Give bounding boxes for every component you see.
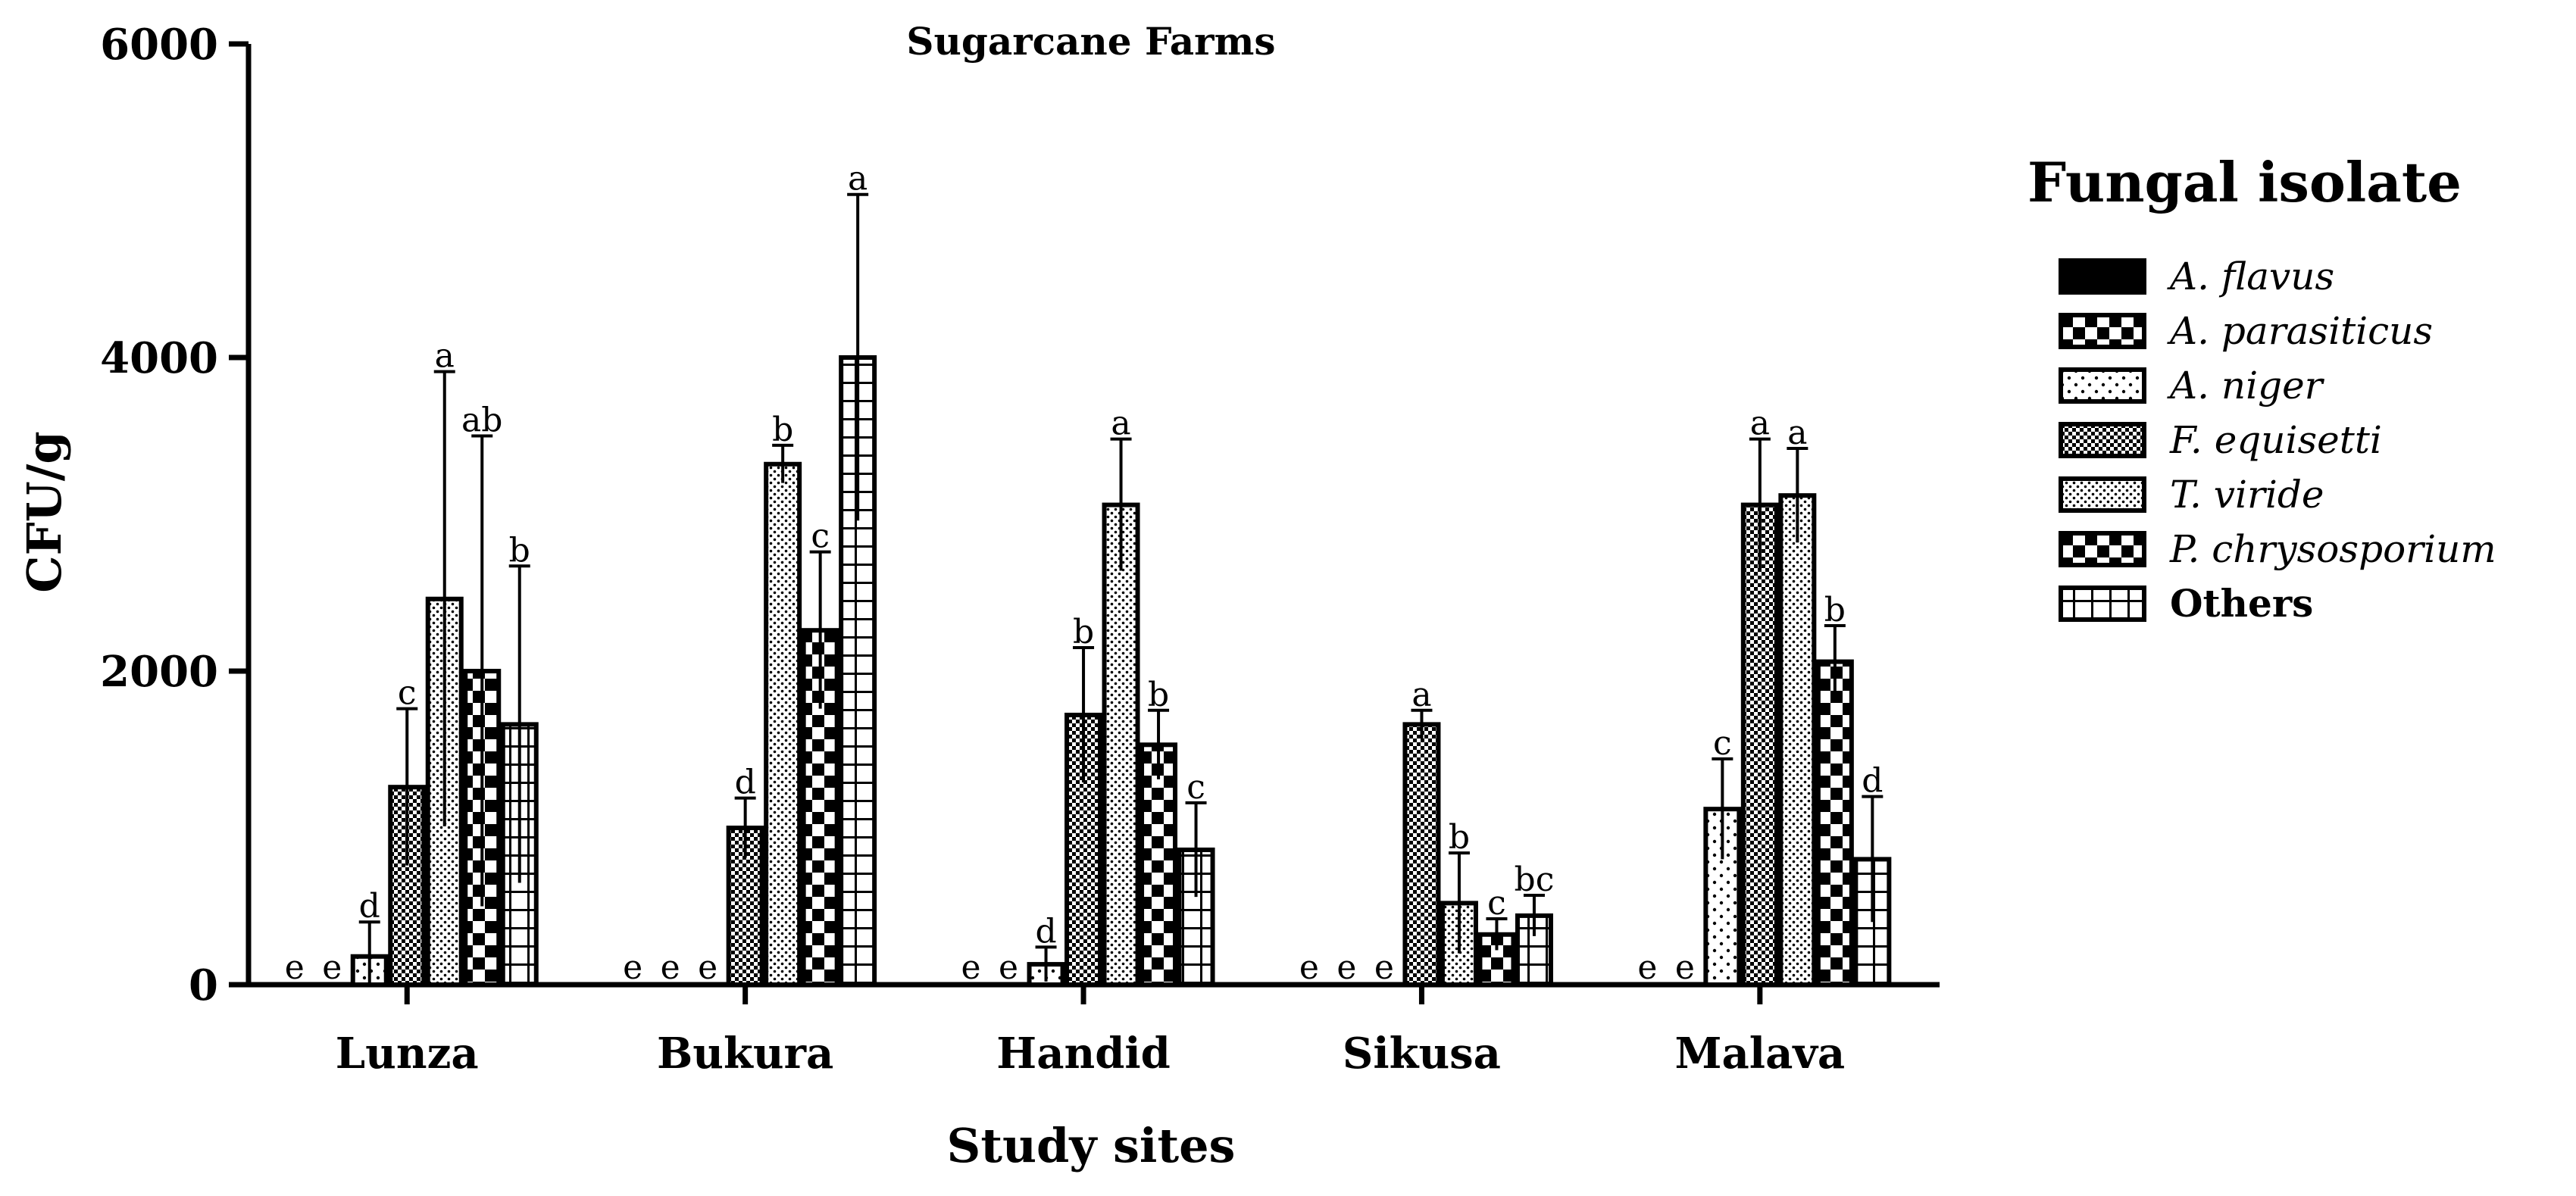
legend-label-a-flavus: A. flavus xyxy=(2167,255,2334,298)
significance-label: e xyxy=(698,948,717,987)
legend-swatch-f-equisetti xyxy=(2059,422,2146,458)
legend-label-t-viride: T. viride xyxy=(2170,473,2324,517)
legend-label-p-chrysosporium: P. chrysosporium xyxy=(2169,527,2496,571)
significance-label: b xyxy=(509,531,530,570)
bar-t-viride-bukura xyxy=(764,461,802,987)
significance-label: e xyxy=(961,948,981,987)
bar-p-chrysosporium-handid xyxy=(1140,742,1178,987)
legend: Fungal isolate A. flavus A. parasiticus A.… xyxy=(2027,150,2496,626)
x-tick-label: Malava xyxy=(1675,1029,1846,1079)
significance-label: c xyxy=(811,517,830,556)
x-tick-label: Bukura xyxy=(657,1029,833,1079)
significance-label: e xyxy=(1374,948,1394,987)
y-tick-label: 0 xyxy=(189,960,218,1010)
y-axis: 0 2000 4000 6000 xyxy=(100,20,252,1010)
y-tick-label: 2000 xyxy=(100,647,218,697)
significance-label: b xyxy=(1449,818,1470,857)
significance-label: d xyxy=(1035,912,1056,951)
bar-f-equisetti-malava xyxy=(1740,502,1779,987)
y-tick-label: 4000 xyxy=(100,333,218,383)
bar-t-viride-malava xyxy=(1778,493,1817,987)
legend-label-f-equisetti: F. equisetti xyxy=(2169,418,2382,462)
legend-label-a-parasiticus: A. parasiticus xyxy=(2167,309,2433,353)
significance-label: e xyxy=(1675,948,1695,987)
significance-label: a xyxy=(1111,404,1130,443)
x-axis: Lunza Bukura Handid Sikusa Malava xyxy=(246,982,1940,1079)
x-axis-title: Study sites xyxy=(947,1118,1236,1173)
significance-label: b xyxy=(772,411,793,449)
significance-label: a xyxy=(848,160,868,198)
chart-title: Sugarcane Farms xyxy=(906,19,1275,64)
x-tick-label: Handid xyxy=(996,1029,1171,1079)
significance-label: b xyxy=(1148,676,1169,714)
significance-label: e xyxy=(623,948,642,987)
significance-label: e xyxy=(322,948,342,987)
significance-label: e xyxy=(999,948,1018,987)
y-tick-label: 6000 xyxy=(100,20,218,70)
legend-title: Fungal isolate xyxy=(2027,150,2462,214)
x-tick-label: Lunza xyxy=(336,1029,479,1079)
significance-label: c xyxy=(1186,768,1205,807)
legend-label-others: Others xyxy=(2170,581,2313,626)
legend-swatch-t-viride xyxy=(2059,476,2146,513)
legend-swatch-a-flavus xyxy=(2059,258,2146,295)
bar-group-malava: e e c a a b d xyxy=(1637,404,1892,988)
significance-label: c xyxy=(398,674,417,713)
significance-label: a xyxy=(1750,404,1770,443)
legend-swatch-a-niger xyxy=(2059,367,2146,404)
legend-swatch-others xyxy=(2059,586,2146,622)
legend-swatch-p-chrysosporium xyxy=(2059,531,2146,567)
significance-label: e xyxy=(661,948,680,987)
significance-label: ab xyxy=(461,401,502,440)
significance-label: d xyxy=(735,764,756,802)
significance-label: c xyxy=(1713,724,1732,763)
bar-f-equisetti-bukura xyxy=(726,826,764,987)
bar-f-equisetti-sikusa xyxy=(1402,722,1441,987)
significance-label: e xyxy=(1336,948,1356,987)
significance-label: e xyxy=(1637,948,1657,987)
significance-label: b xyxy=(1824,591,1846,629)
significance-label: e xyxy=(1299,948,1319,987)
bar-t-viride-handid xyxy=(1102,502,1140,987)
legend-swatch-a-parasiticus xyxy=(2059,313,2146,349)
significance-label: a xyxy=(1787,414,1807,452)
x-tick-label: Sikusa xyxy=(1343,1029,1501,1079)
bar-p-chrysosporium-malava xyxy=(1815,659,1854,988)
significance-label: bc xyxy=(1515,860,1555,899)
significance-label: c xyxy=(1487,884,1506,923)
significance-label: b xyxy=(1073,613,1094,651)
significance-label: d xyxy=(1862,762,1883,801)
legend-label-a-niger: A. niger xyxy=(2167,364,2325,408)
significance-label: a xyxy=(1411,676,1431,714)
significance-label: d xyxy=(359,887,380,926)
significance-label: e xyxy=(285,948,305,987)
y-axis-title: CFU/g xyxy=(17,431,72,592)
significance-label: a xyxy=(435,337,455,376)
